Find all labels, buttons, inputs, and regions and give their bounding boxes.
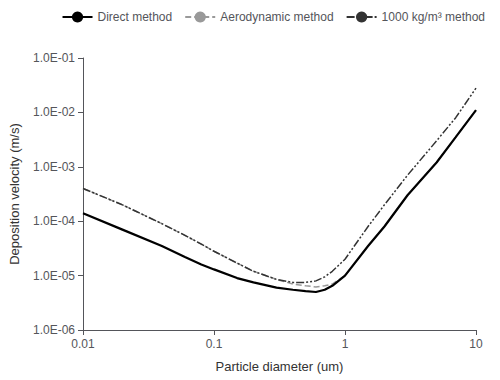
svg-text:0.1: 0.1 <box>206 337 223 351</box>
svg-text:1.0E-06: 1.0E-06 <box>33 323 75 337</box>
svg-text:Direct method: Direct method <box>98 10 173 24</box>
svg-text:1.0E-04: 1.0E-04 <box>33 214 75 228</box>
svg-text:1.0E-02: 1.0E-02 <box>33 105 75 119</box>
svg-text:10: 10 <box>469 337 483 351</box>
svg-text:1.0E-03: 1.0E-03 <box>33 160 75 174</box>
svg-text:0.01: 0.01 <box>71 337 95 351</box>
svg-text:1000 kg/m³ method: 1000 kg/m³ method <box>382 10 485 24</box>
svg-text:1.0E-01: 1.0E-01 <box>33 51 75 65</box>
svg-text:1: 1 <box>342 337 349 351</box>
svg-text:1.0E-05: 1.0E-05 <box>33 269 75 283</box>
svg-text:Deposition velocity (m/s): Deposition velocity (m/s) <box>7 123 22 265</box>
svg-text:Aerodynamic method: Aerodynamic method <box>220 10 333 24</box>
svg-text:Particle diameter (um): Particle diameter (um) <box>216 359 344 374</box>
